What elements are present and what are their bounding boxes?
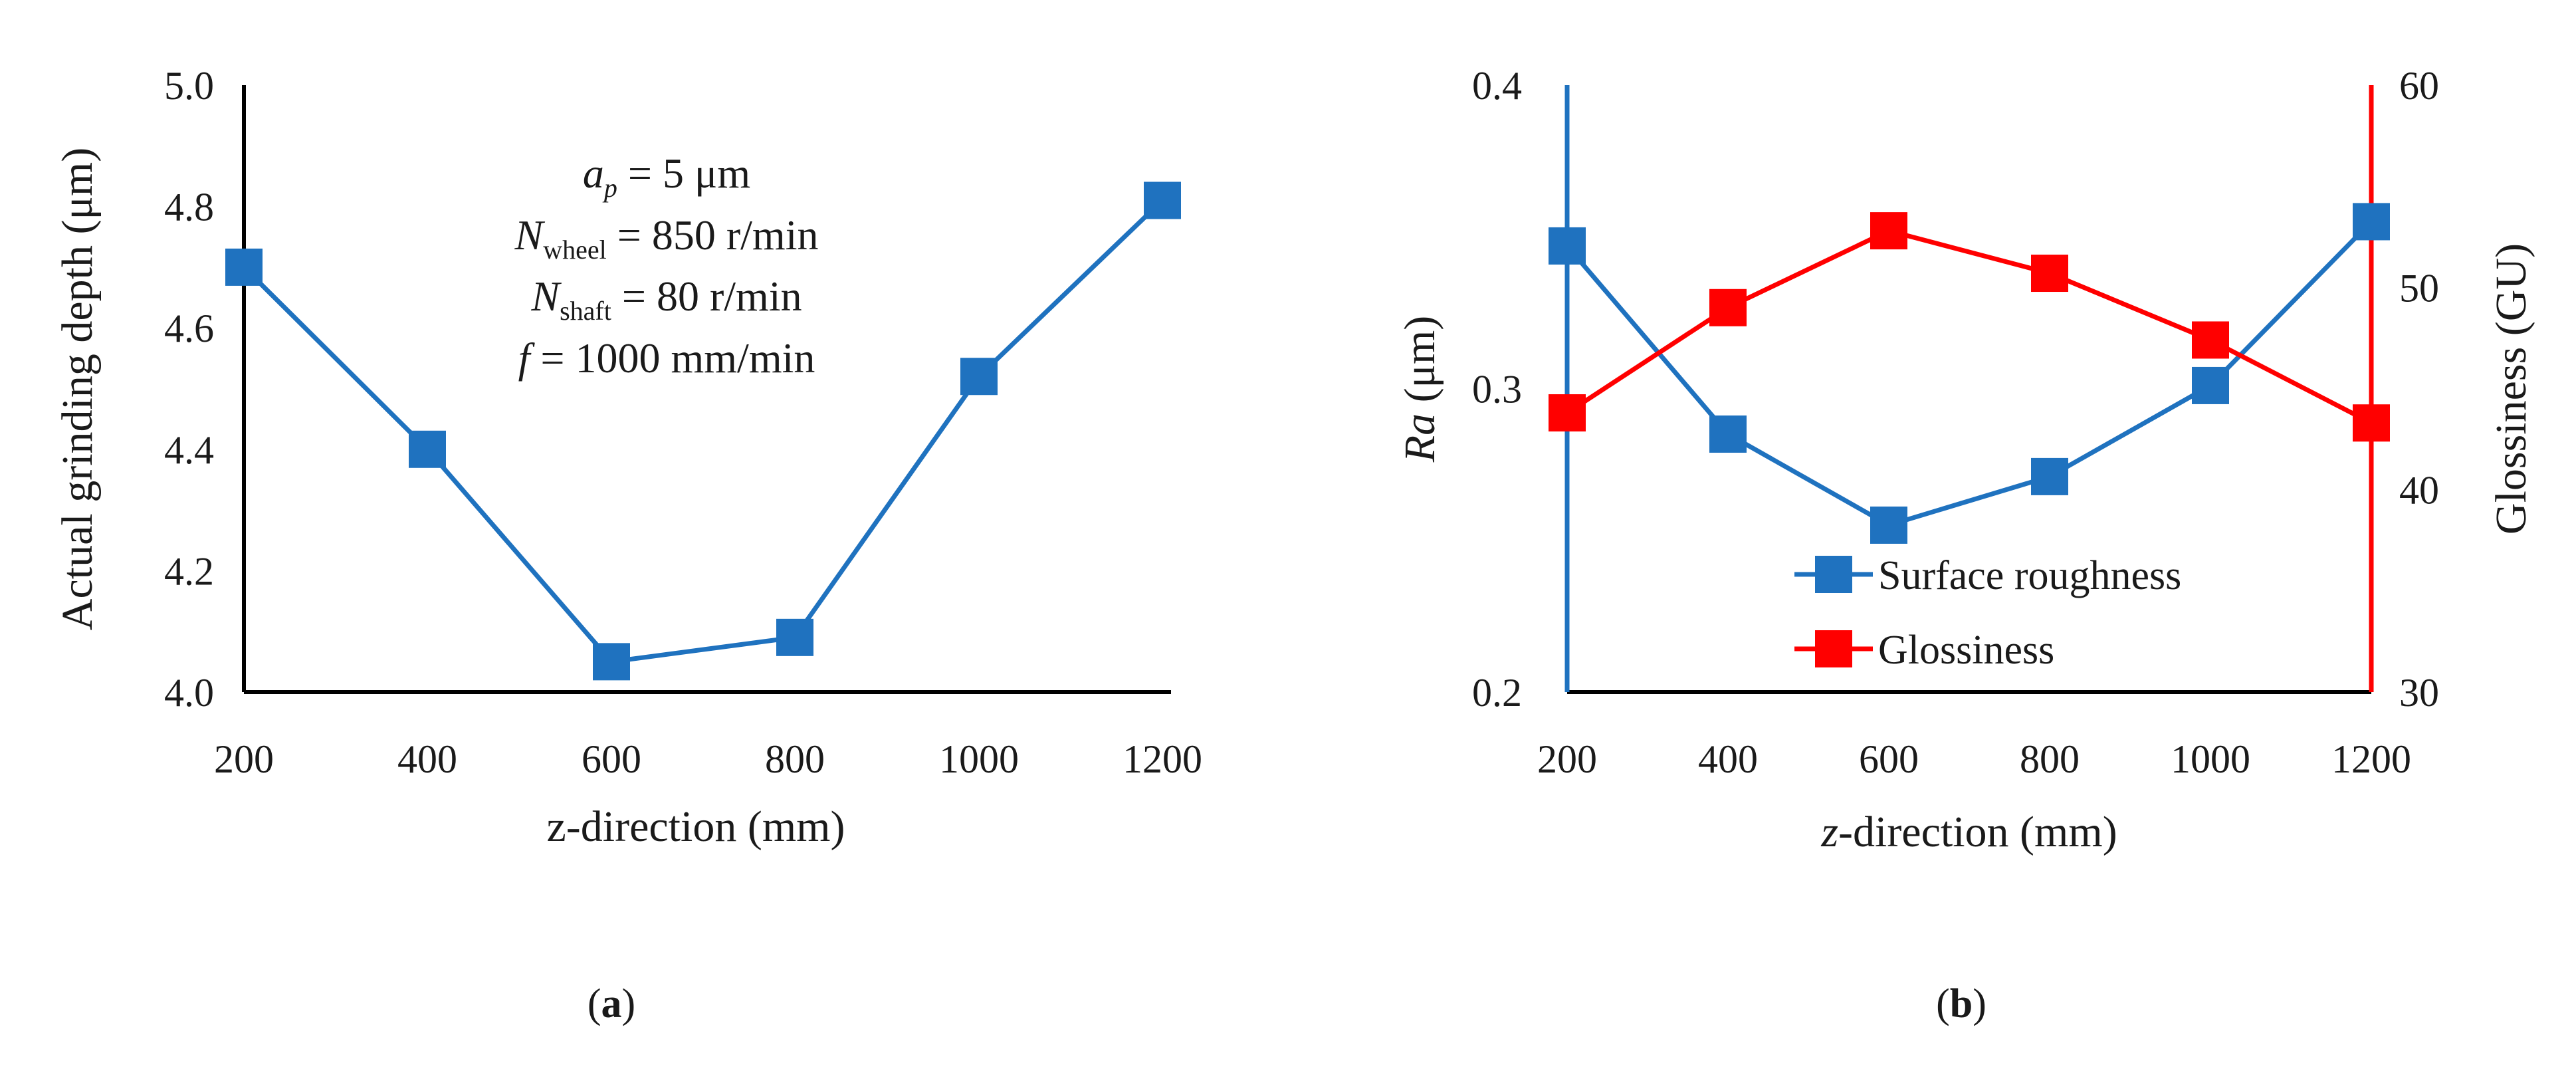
chart-b-surface-roughness-point — [2353, 203, 2390, 241]
chart-a-annotation: ap = 5 μm Nwheel = 850 r/min Nshaft = 80… — [514, 150, 819, 382]
chart-b-x-tick-label: 800 — [2020, 737, 2080, 781]
chart-b-x-tick-label: 1000 — [2171, 737, 2250, 781]
chart-a-actual-grinding-depth-point — [1144, 181, 1181, 219]
legend-label-surface-roughness: Surface roughness — [1878, 553, 2181, 598]
chart-b-glossiness-point — [2353, 404, 2390, 442]
chart-b-glossiness-point — [1709, 289, 1747, 326]
chart-b-surface-roughness-point — [2031, 457, 2068, 495]
chart-a-y-tick-label: 5.0 — [164, 64, 214, 108]
chart-b-surface-roughness-point — [1870, 506, 1907, 544]
chart-a-series — [225, 181, 1181, 681]
chart-a: 4.04.24.44.64.85.0 200 400 600 800 1000 1200 … — [53, 64, 1202, 1026]
chart-a-x-tick-label: 800 — [765, 737, 825, 781]
legend-item-surface-roughness: Surface roughness — [1794, 553, 2181, 598]
legend-marker-surface-roughness — [1815, 556, 1852, 593]
chart-a-actual-grinding-depth-point — [409, 430, 446, 468]
chart-b-x-tick-label: 600 — [1859, 737, 1919, 781]
annotation-line-1: ap = 5 μm — [583, 150, 750, 203]
chart-b-x-tick-label: 400 — [1698, 737, 1758, 781]
chart-b-glossiness-point — [2031, 255, 2068, 293]
chart-a-caption: (a) — [588, 981, 635, 1026]
chart-b-left-tick-label: 0.3 — [1472, 368, 1522, 412]
chart-b-x-tick-labels: 200 400 600 800 1000 1200 — [1537, 737, 2411, 781]
chart-b-x-tick-label: 200 — [1537, 737, 1597, 781]
chart-b-glossiness-point — [1549, 394, 1586, 432]
chart-b-right-axis-title: Glossiness (GU) — [2487, 243, 2535, 534]
chart-b-caption: (b) — [1936, 981, 1986, 1026]
chart-a-y-tick-label: 4.2 — [164, 549, 214, 593]
chart-b-left-tick-labels: 0.2 0.3 0.4 — [1472, 64, 1522, 715]
annotation-line-4: f = 1000 mm/min — [518, 334, 815, 382]
chart-b-right-tick-label: 50 — [2399, 266, 2439, 310]
chart-a-y-tick-labels: 4.0 4.2 4.4 4.6 4.8 5.0 — [164, 64, 214, 715]
chart-a-x-tick-label: 1000 — [939, 737, 1019, 781]
chart-b-right-tick-labels: 30 40 50 60 — [2399, 64, 2439, 715]
chart-a-x-tick-label: 400 — [397, 737, 457, 781]
chart-b-x-axis-title: z-direction (mm) — [1820, 808, 2117, 856]
chart-a-actual-grinding-depth-point — [225, 248, 263, 286]
chart-a-x-tick-label: 600 — [582, 737, 641, 781]
chart-b-left-tick-label: 0.4 — [1472, 64, 1522, 108]
chart-b-surface-roughness-point — [2192, 366, 2229, 404]
chart-b-glossiness-point — [2192, 321, 2229, 359]
annotation-line-3: Nshaft = 80 r/min — [530, 273, 802, 326]
chart-b-left-tick-label: 0.2 — [1472, 671, 1522, 715]
chart-a-actual-grinding-depth-line — [242, 198, 1164, 664]
chart-a-actual-grinding-depth-point — [593, 643, 630, 681]
chart-b-surface-roughness-point — [1549, 227, 1586, 265]
chart-b-right-tick-label: 60 — [2399, 64, 2439, 108]
chart-b-glossiness-line — [1566, 228, 2373, 425]
legend-marker-glossiness — [1815, 630, 1852, 667]
chart-b-glossiness-point — [1870, 212, 1907, 250]
legend-item-glossiness: Glossiness — [1794, 628, 2054, 673]
chart-b-surface-roughness-point — [1709, 415, 1747, 453]
chart-b-right-tick-label: 30 — [2399, 671, 2439, 715]
chart-a-x-axis-title: z-direction (mm) — [547, 802, 845, 851]
annotation-line-2: Nwheel = 850 r/min — [514, 211, 819, 265]
chart-a-y-tick-label: 4.0 — [164, 671, 214, 715]
chart-b-left-axis-title: Ra (μm) — [1396, 316, 1444, 463]
chart-a-actual-grinding-depth-point — [776, 618, 813, 656]
chart-b-right-tick-label: 40 — [2399, 469, 2439, 513]
chart-b-legend: Surface roughness Glossiness — [1794, 553, 2181, 673]
chart-b-surface-roughness-line — [1565, 219, 2373, 528]
legend-label-glossiness: Glossiness — [1878, 628, 2054, 673]
chart-a-y-tick-label: 4.6 — [164, 306, 214, 350]
chart-a-y-tick-label: 4.8 — [164, 185, 214, 229]
chart-a-x-tick-label: 1200 — [1123, 737, 1202, 781]
chart-a-y-tick-label: 4.4 — [164, 428, 214, 472]
chart-b-series — [1549, 203, 2390, 544]
chart-a-x-tick-labels: 200 400 600 800 1000 1200 — [214, 737, 1202, 781]
chart-a-y-axis-title: Actual grinding depth (μm) — [53, 148, 102, 630]
chart-b-x-tick-label: 1200 — [2331, 737, 2411, 781]
chart-a-x-tick-label: 200 — [214, 737, 274, 781]
chart-a-actual-grinding-depth-point — [960, 358, 998, 396]
